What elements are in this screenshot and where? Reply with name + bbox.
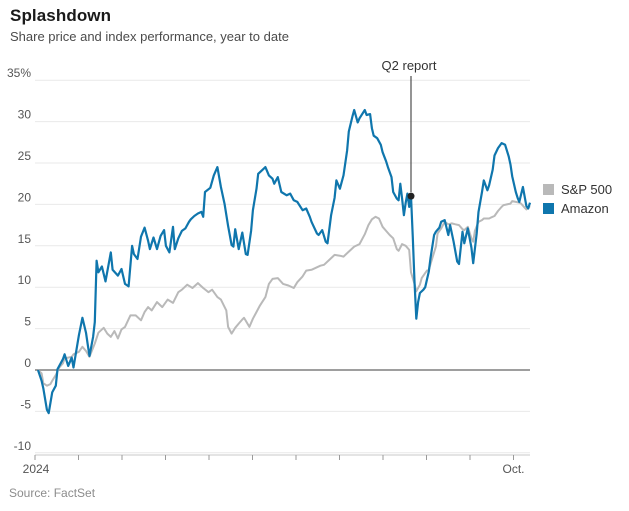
source-credit: Source: FactSet bbox=[9, 486, 96, 500]
y-axis-tick-label: -5 bbox=[20, 397, 31, 411]
x-axis-label-year: 2024 bbox=[23, 462, 50, 476]
q2-report-label: Q2 report bbox=[382, 58, 437, 73]
x-axis-label-oct: Oct. bbox=[502, 462, 524, 476]
series-line-sp500 bbox=[37, 200, 531, 387]
series-line-amazon bbox=[36, 108, 532, 415]
y-axis-tick-label: 30 bbox=[18, 108, 32, 122]
sp500-swatch-icon bbox=[543, 184, 554, 195]
y-axis-tick-label: 25 bbox=[18, 149, 32, 163]
amazon-swatch-icon bbox=[543, 203, 554, 214]
legend-label-amazon: Amazon bbox=[561, 201, 609, 216]
chart-title: Splashdown bbox=[10, 6, 112, 25]
legend-item-sp500: S&P 500 bbox=[543, 180, 612, 199]
y-axis-tick-label: 0 bbox=[24, 356, 31, 370]
y-axis-tick-label: 20 bbox=[18, 190, 32, 204]
legend-label-sp500: S&P 500 bbox=[561, 182, 613, 197]
y-axis-tick-label: 5 bbox=[24, 315, 31, 329]
y-axis-tick-label: 10 bbox=[18, 273, 32, 287]
y-axis-tick-label: -10 bbox=[14, 439, 32, 453]
q2-report-marker-dot bbox=[407, 192, 415, 200]
y-axis-tick-label: 15 bbox=[18, 232, 32, 246]
y-axis-tick-label: 35% bbox=[7, 66, 31, 80]
chart-subtitle: Share price and index performance, year … bbox=[10, 29, 289, 44]
legend: S&P 500 Amazon bbox=[543, 180, 612, 218]
legend-item-amazon: Amazon bbox=[543, 199, 612, 218]
